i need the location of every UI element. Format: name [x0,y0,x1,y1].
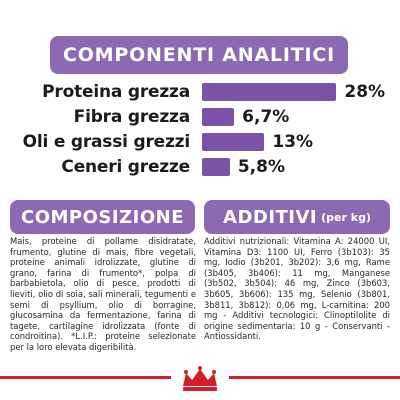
row-bar [202,108,235,126]
row-label: Proteina grezza [42,82,190,102]
row-value: 13% [272,132,314,152]
analytic-row: Ceneri grezze 5,8% [0,155,400,179]
row-label: Ceneri grezze [61,157,190,177]
additives-title: ADDITIVI [223,206,318,228]
row-label: Fibra grezza [73,107,191,127]
crown-logo-icon [171,362,229,396]
composition-header: COMPOSIZIONE [10,200,195,234]
row-label: Oli e grassi grezzi [22,132,191,152]
row-bar [202,158,230,176]
row-value: 5,8% [237,157,285,177]
additives-text: Additivi nutrizionali: Vitamina A: 24000… [204,236,390,342]
composition-text: Mais, proteine di pollame disidratate, f… [10,236,196,352]
analytic-row: Oli e grassi grezzi 13% [0,130,400,154]
additives-unit: (per kg) [321,210,371,224]
row-bar [202,133,265,151]
additives-header: ADDITIVI (per kg) [204,200,390,234]
analytic-row: Fibra grezza 6,7% [0,105,400,129]
row-value: 28% [344,82,386,102]
row-value: 6,7% [242,107,290,127]
composition-title: COMPOSIZIONE [21,206,184,228]
analytic-row: Proteina grezza 28% [0,80,400,104]
analytic-components-header: COMPONENTI ANALITICI [50,36,348,74]
top-band [0,0,400,30]
row-bar [202,83,337,101]
